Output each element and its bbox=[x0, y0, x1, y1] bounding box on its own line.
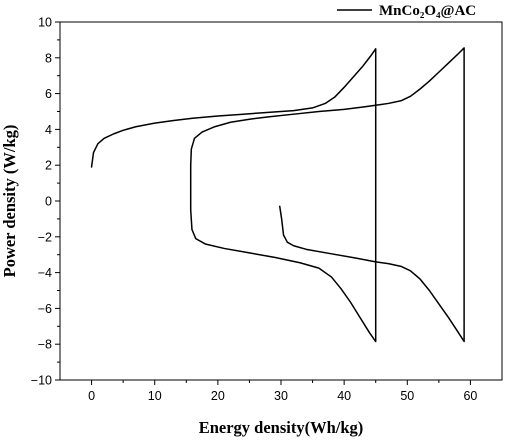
series-layer bbox=[90, 47, 465, 343]
legend: MnCo₂O₄@AC bbox=[337, 3, 476, 19]
y-tick-label: −2 bbox=[38, 230, 52, 244]
y-tick-label: 0 bbox=[45, 195, 52, 209]
series-line bbox=[90, 47, 465, 343]
x-tick-label: 30 bbox=[274, 389, 288, 403]
y-tick-label: 4 bbox=[45, 123, 52, 137]
y-axis-title: Power density (W/kg) bbox=[0, 125, 19, 278]
x-axis-title: Energy density(Wh/kg) bbox=[199, 418, 364, 437]
y-tick-label: 10 bbox=[38, 16, 52, 30]
y-tick-label: 8 bbox=[45, 51, 52, 65]
y-tick-label: −8 bbox=[38, 338, 52, 352]
x-tick-label: 50 bbox=[400, 389, 414, 403]
x-tick-label: 10 bbox=[148, 389, 162, 403]
y-tick-label: 6 bbox=[45, 87, 52, 101]
x-tick-label: 60 bbox=[463, 389, 477, 403]
y-axis-ticks: −10 −8 −6 −4 −2 0 2 4 6 8 10 bbox=[31, 16, 60, 388]
x-tick-label: 20 bbox=[211, 389, 225, 403]
legend-label: MnCo₂O₄@AC bbox=[379, 3, 476, 19]
y-tick-label: −10 bbox=[31, 374, 52, 388]
x-axis-ticks: 0 10 20 30 40 50 60 bbox=[88, 380, 477, 403]
x-tick-label: 40 bbox=[337, 389, 351, 403]
y-tick-label: −4 bbox=[38, 266, 52, 280]
plot-area: −10 −8 −6 −4 −2 0 2 4 6 8 10 0 10 20 30 40 50 60 bbox=[31, 16, 503, 403]
y-tick-label: 2 bbox=[45, 159, 52, 173]
y-tick-label: −6 bbox=[38, 302, 52, 316]
x-tick-label: 0 bbox=[88, 389, 95, 403]
